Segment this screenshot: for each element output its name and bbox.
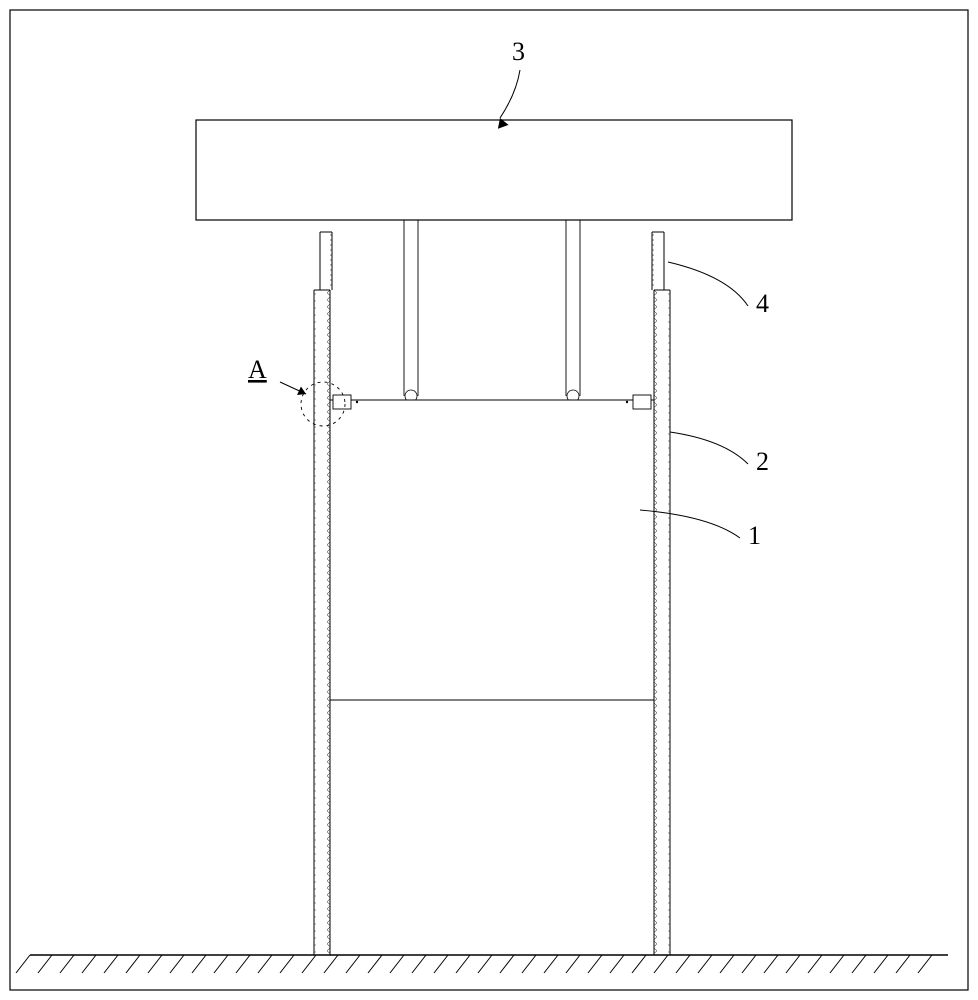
label-1: 1	[748, 521, 761, 550]
label-2: 2	[756, 447, 769, 476]
elevator-car	[330, 400, 654, 700]
label-4: 4	[756, 289, 769, 318]
label-a: A	[248, 355, 267, 384]
label-3: 3	[512, 37, 525, 66]
hoist-block	[196, 120, 792, 220]
